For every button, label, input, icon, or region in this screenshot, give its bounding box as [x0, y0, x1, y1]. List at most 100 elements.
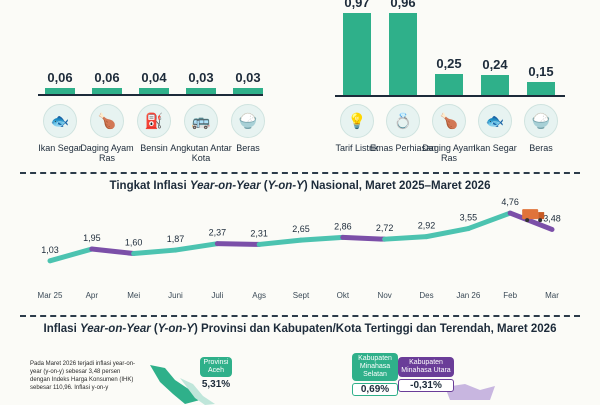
map-aceh-shape [150, 365, 215, 405]
bar-label: Bensin [140, 143, 168, 153]
bar-item: 0,03 🚌 Angkutan Antar Kota [166, 0, 236, 170]
bar [139, 88, 169, 94]
bar-label: Tarif Listrik [335, 143, 379, 153]
data-label: 2,37 [209, 228, 227, 238]
x-tick-label: Des [419, 291, 433, 300]
x-tick-label: Feb [503, 291, 517, 300]
fish-icon: 🐟 [478, 104, 512, 138]
x-tick-label: Juli [211, 291, 223, 300]
truck-icon [522, 209, 545, 223]
bar-item: 0,24 🐟 Ikan Segar [460, 0, 530, 170]
callout-minahasa-selatan: Kabupaten Minahasa Selatan 0,69% [352, 353, 398, 396]
callout-label: Kabupaten Minahasa Utara [398, 357, 454, 377]
x-tick-label: Apr [86, 291, 99, 300]
fuel-icon: ⛽ [137, 104, 171, 138]
bar-value: 0,24 [482, 56, 508, 72]
rice-icon: 🍚 [524, 104, 558, 138]
data-label: 2,72 [376, 223, 394, 233]
data-label: 1,60 [125, 238, 143, 248]
rice-icon: 🍚 [231, 104, 265, 138]
fish-icon: 🐟 [43, 104, 77, 138]
line-segment [47, 246, 95, 264]
chicken-icon: 🍗 [90, 104, 124, 138]
bar-label: Angkutan Antar Kota [170, 143, 232, 163]
gold-icon: 💍 [386, 104, 420, 138]
right-baseline [335, 95, 565, 97]
bar-item: 0,06 🐟 Ikan Segar [25, 0, 95, 170]
data-label: 2,86 [334, 221, 352, 231]
bar [527, 82, 555, 95]
bar [92, 88, 122, 94]
chicken-icon: 🍗 [432, 104, 466, 138]
inflation-line-chart: 1,03 Mar 25 1,95 Apr 1,60 Mei 1,87 Juni 2,37 Juli… [38, 197, 561, 300]
line-segment [507, 210, 555, 232]
bar-label: Emas Perhiasan [369, 143, 437, 153]
right-bar-panel: 0,97 💡 Tarif Listrik 0,96 💍 Emas Perhiasan 0,2… [330, 0, 570, 170]
line-segment [214, 241, 262, 247]
map-sulawesi-shape [445, 384, 495, 400]
divider-top [20, 172, 580, 174]
x-tick-label: Juni [168, 291, 183, 300]
summary-paragraph: Pada Maret 2026 terjadi inflasi year-on-… [30, 361, 136, 391]
left-baseline [38, 94, 263, 96]
bar-label: Ikan Segar [473, 143, 517, 153]
data-label: 2,65 [292, 224, 310, 234]
bar [233, 88, 263, 94]
bar-value: 0,06 [94, 70, 120, 85]
line-segment [340, 234, 388, 242]
data-label: 1,95 [83, 233, 101, 243]
callout-label: Kabupaten Minahasa Selatan [352, 353, 398, 381]
bar-item: 0,03 🍚 Beras [213, 0, 283, 170]
bar-item: 0,25 🍗 Daging Ayam Ras [414, 0, 484, 170]
electricity-icon: 💡 [340, 104, 374, 138]
bar-item: 0,04 ⛽ Bensin [119, 0, 189, 170]
callout-minahasa-utara: Kabupaten Minahasa Utara -0,31% [398, 357, 454, 392]
x-tick-label: Nov [378, 291, 392, 300]
line-segment [131, 247, 178, 257]
x-tick-label: Jan 26 [456, 291, 481, 300]
bar [45, 88, 75, 94]
x-tick-label: Ags [252, 291, 266, 300]
callout-value: 0,69% [352, 383, 398, 396]
bar-label: Daging Ayam Ras [422, 143, 476, 163]
bar [435, 73, 463, 95]
line-segment [256, 237, 304, 247]
bar-item: 0,15 🍚 Beras [506, 0, 576, 170]
x-tick-label: Sept [293, 291, 310, 300]
bottom-section-title: Inflasi Year-on-Year (Y-on-Y) Provinsi d… [43, 323, 557, 335]
bar-value: 0,03 [188, 70, 214, 85]
bar-label: Daging Ayam Ras [80, 143, 134, 163]
line-segment [89, 246, 137, 257]
bar-value: 0,06 [47, 70, 73, 85]
x-tick-label: Mei [127, 291, 140, 300]
data-label: 1,03 [41, 245, 59, 255]
bar [186, 88, 216, 94]
bus-icon: 🚌 [184, 104, 218, 138]
line-segment [424, 226, 471, 240]
bar-value: 0,04 [141, 70, 167, 85]
bar-value: 0,96 [390, 0, 416, 11]
callout-value: 5,31% [201, 379, 231, 390]
bar-value: 0,25 [436, 55, 462, 71]
bar-item: 0,96 💍 Emas Perhiasan [368, 0, 438, 170]
line-chart-title: Tingkat Inflasi Year-on-Year (Y-on-Y) Na… [109, 180, 491, 192]
bar [481, 74, 509, 95]
bar-label: Beras [529, 143, 553, 153]
line-segment [298, 234, 346, 243]
bar-item: 0,06 🍗 Daging Ayam Ras [72, 0, 142, 170]
data-label: 3,48 [543, 213, 561, 223]
bar [389, 13, 417, 95]
data-label: 1,87 [167, 234, 185, 244]
divider-bottom [20, 315, 580, 317]
bar [343, 12, 371, 95]
callout-value: -0,31% [398, 379, 454, 392]
bar-value: 0,97 [344, 0, 370, 10]
data-label: 3,55 [460, 213, 478, 223]
bar-label: Ikan Segar [38, 143, 82, 153]
bar-item: 0,97 💡 Tarif Listrik [322, 0, 392, 170]
line-segment [173, 241, 220, 253]
bar-label: Beras [236, 143, 260, 153]
data-label: 4,76 [501, 197, 519, 207]
line-segment [382, 234, 429, 242]
x-tick-label: Mar 25 [38, 291, 63, 300]
